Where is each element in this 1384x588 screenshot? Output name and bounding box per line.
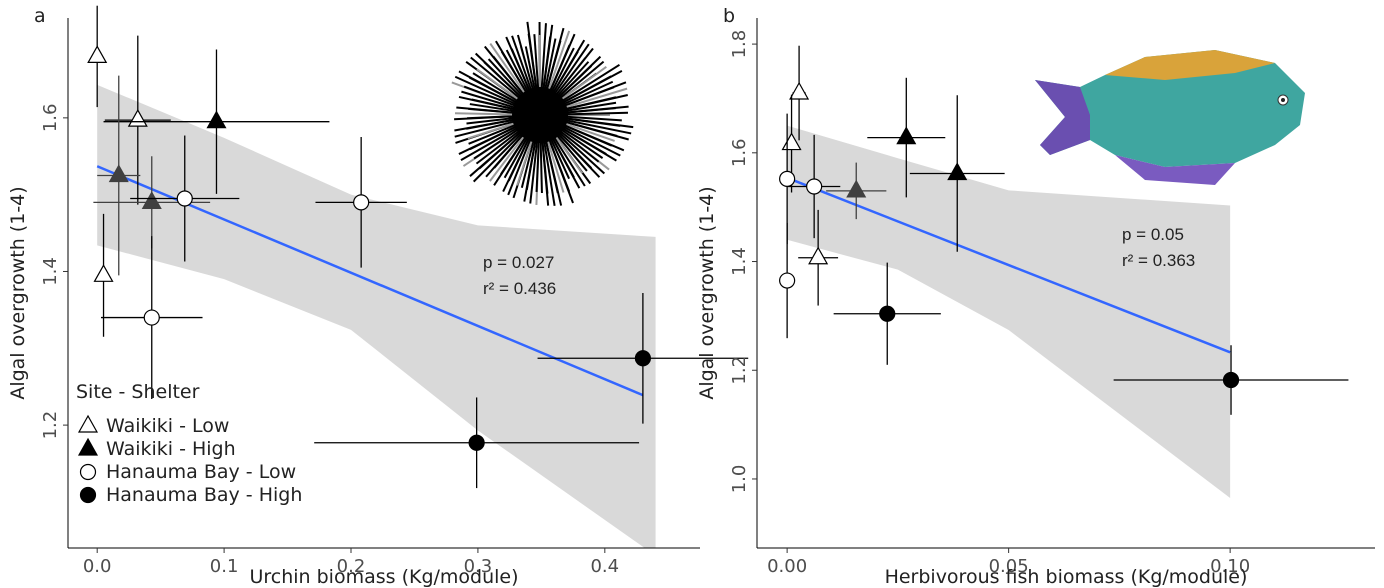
confidence-band: [787, 125, 1231, 498]
x-tick-label: 0.3: [464, 556, 493, 577]
x-tick-label: 0.2: [337, 556, 366, 577]
point: [108, 164, 129, 183]
x-tick-label: 0.05: [989, 556, 1029, 577]
x-axis-label: Herbivorous fish biomass (Kg/module): [885, 566, 1248, 588]
point: [806, 178, 823, 195]
point: [779, 170, 796, 188]
point: [1222, 371, 1240, 389]
annotation: p = 0.027: [483, 253, 554, 272]
legend-label: Hanauma Bay - Low: [106, 461, 296, 483]
point: [176, 190, 193, 207]
y-axis-label: Algal overgrowth (1-4): [7, 186, 29, 399]
legend-title: Site - Shelter: [76, 381, 200, 403]
x-tick-label: 0.0: [83, 556, 112, 577]
x-tick-label: 0.4: [590, 556, 619, 577]
point: [808, 246, 829, 265]
point: [634, 350, 651, 367]
y-tick-label: 1.0: [729, 465, 750, 494]
x-tick-label: 0.1: [210, 556, 239, 577]
fish-illustration: [1035, 50, 1305, 185]
point: [896, 126, 917, 145]
plot-area: [786, 125, 1231, 498]
y-tick-label: 1.4: [729, 247, 750, 276]
point: [947, 162, 968, 181]
panel-label: a: [34, 5, 46, 27]
point: [141, 191, 162, 209]
y-tick-label: 1.6: [40, 104, 61, 133]
urchin-body: [512, 87, 568, 143]
annotation: p = 0.05: [1122, 225, 1184, 244]
annotation: r² = 0.436: [483, 279, 556, 298]
point: [779, 272, 796, 289]
point: [206, 110, 227, 129]
urchin-illustration: [451, 21, 634, 206]
y-tick-label: 1.6: [729, 138, 750, 167]
legend-label: Waikiki - Low: [106, 415, 229, 437]
point: [789, 81, 810, 100]
confidence-band: [97, 84, 656, 548]
x-axis-label: Urchin biomass (Kg/module): [249, 566, 518, 588]
y-tick-label: 1.2: [729, 356, 750, 385]
annotation: r² = 0.363: [1122, 251, 1195, 270]
legend-label: Hanauma Bay - High: [106, 484, 302, 506]
legend-marker: [79, 463, 97, 481]
x-tick-label: 0.10: [1210, 556, 1250, 577]
y-tick-label: 1.2: [40, 411, 61, 440]
panel-label: b: [723, 5, 735, 27]
point: [93, 264, 114, 282]
x-tick-label: 0.00: [767, 556, 807, 577]
point: [879, 305, 896, 322]
point: [143, 309, 160, 326]
point: [468, 434, 485, 451]
point: [87, 45, 108, 64]
legend-marker: [77, 437, 99, 456]
point: [353, 194, 370, 211]
y-tick-label: 1.4: [40, 257, 61, 286]
legend-marker: [77, 414, 99, 433]
legend-marker: [79, 486, 97, 504]
y-axis-label: Algal overgrowth (1-4): [696, 186, 718, 399]
y-tick-label: 1.8: [729, 30, 750, 59]
point: [846, 179, 867, 198]
fit-line: [786, 176, 1231, 354]
legend-label: Waikiki - High: [106, 438, 236, 460]
